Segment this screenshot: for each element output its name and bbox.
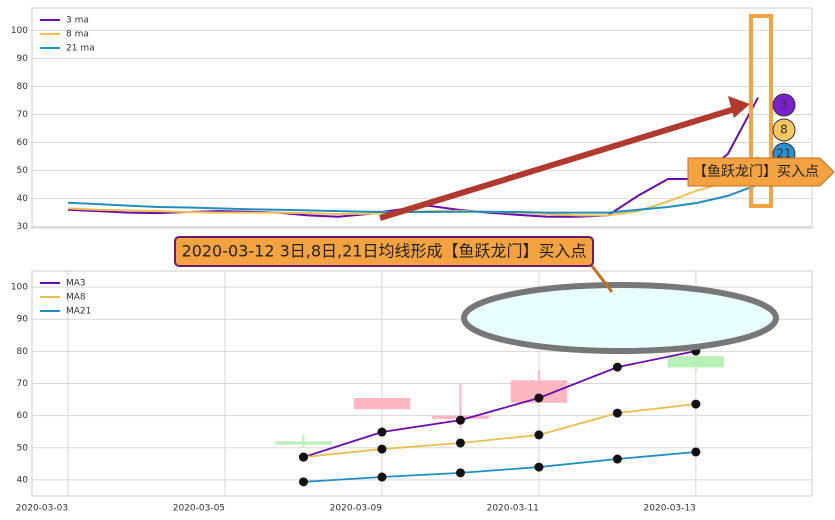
y-tick-label: 70 [17, 110, 29, 120]
arrow-head [728, 96, 750, 118]
line-point [455, 415, 465, 425]
highlight-box [749, 14, 773, 208]
legend-label: MA3 [66, 279, 86, 289]
y-tick-label: 60 [17, 138, 29, 148]
candle-body [667, 356, 725, 368]
y-tick-label: 70 [17, 379, 29, 389]
y-tick-label: 50 [17, 166, 29, 176]
marker-label: 3 [780, 98, 788, 112]
line-point [612, 454, 622, 464]
banner-text: 2020-03-12 3日,8日,21日均线形成【鱼跃龙门】买入点 [182, 242, 587, 261]
highlight-ellipse [461, 282, 779, 354]
y-tick-label: 100 [11, 283, 28, 293]
y-tick-label: 30 [17, 222, 29, 232]
callout-box [687, 157, 835, 187]
line-point [534, 393, 544, 403]
line-point [691, 399, 701, 409]
y-tick-label: 40 [17, 475, 29, 485]
legend-label: 21 ma [66, 44, 95, 54]
marker-label: 8 [780, 123, 788, 137]
legend-label: 8 ma [66, 30, 89, 40]
trend-arrow [379, 105, 739, 221]
top-plot-area [31, 7, 813, 229]
line-point [612, 362, 622, 372]
line-point [299, 477, 309, 487]
line-point [377, 472, 387, 482]
banner [174, 236, 594, 267]
legend-label: MA8 [66, 293, 86, 303]
y-tick-label: 40 [17, 194, 29, 204]
y-tick-label: 60 [17, 411, 29, 421]
y-tick-label: 100 [11, 26, 28, 36]
banner-pointer [590, 265, 614, 293]
x-tick-label: 2020-03-03 [16, 504, 68, 514]
line-point [691, 447, 701, 457]
callout-text: 【鱼跃龙门】买入点 [693, 163, 819, 180]
line-series [67, 183, 759, 214]
line-series [303, 451, 696, 483]
line-point [299, 452, 309, 462]
x-tick-label: 2020-03-11 [487, 504, 539, 514]
y-tick-label: 80 [17, 82, 29, 92]
line-point [455, 438, 465, 448]
line-point [455, 468, 465, 478]
x-tick-label: 2020-03-05 [173, 504, 225, 514]
marker-circle [772, 93, 796, 117]
y-tick-label: 80 [17, 347, 29, 357]
y-tick-label: 90 [17, 315, 29, 325]
candle-body [510, 380, 568, 403]
x-tick-label: 2020-03-09 [330, 504, 383, 514]
line-point [377, 427, 387, 437]
line-series [303, 350, 697, 458]
y-tick-label: 90 [17, 54, 29, 64]
line-point [534, 430, 544, 440]
candle-body [275, 441, 332, 445]
line-point [612, 408, 622, 418]
legend-label: 3 ma [66, 16, 89, 26]
marker-circle [772, 118, 796, 142]
line-point [534, 462, 544, 472]
candle-body [353, 397, 411, 410]
legend-label: MA21 [66, 307, 91, 317]
y-tick-label: 50 [17, 443, 29, 453]
marker-label: 21 [776, 147, 791, 161]
line-series [303, 403, 696, 459]
x-tick-label: 2020-03-13 [644, 504, 696, 514]
line-point [377, 444, 387, 454]
